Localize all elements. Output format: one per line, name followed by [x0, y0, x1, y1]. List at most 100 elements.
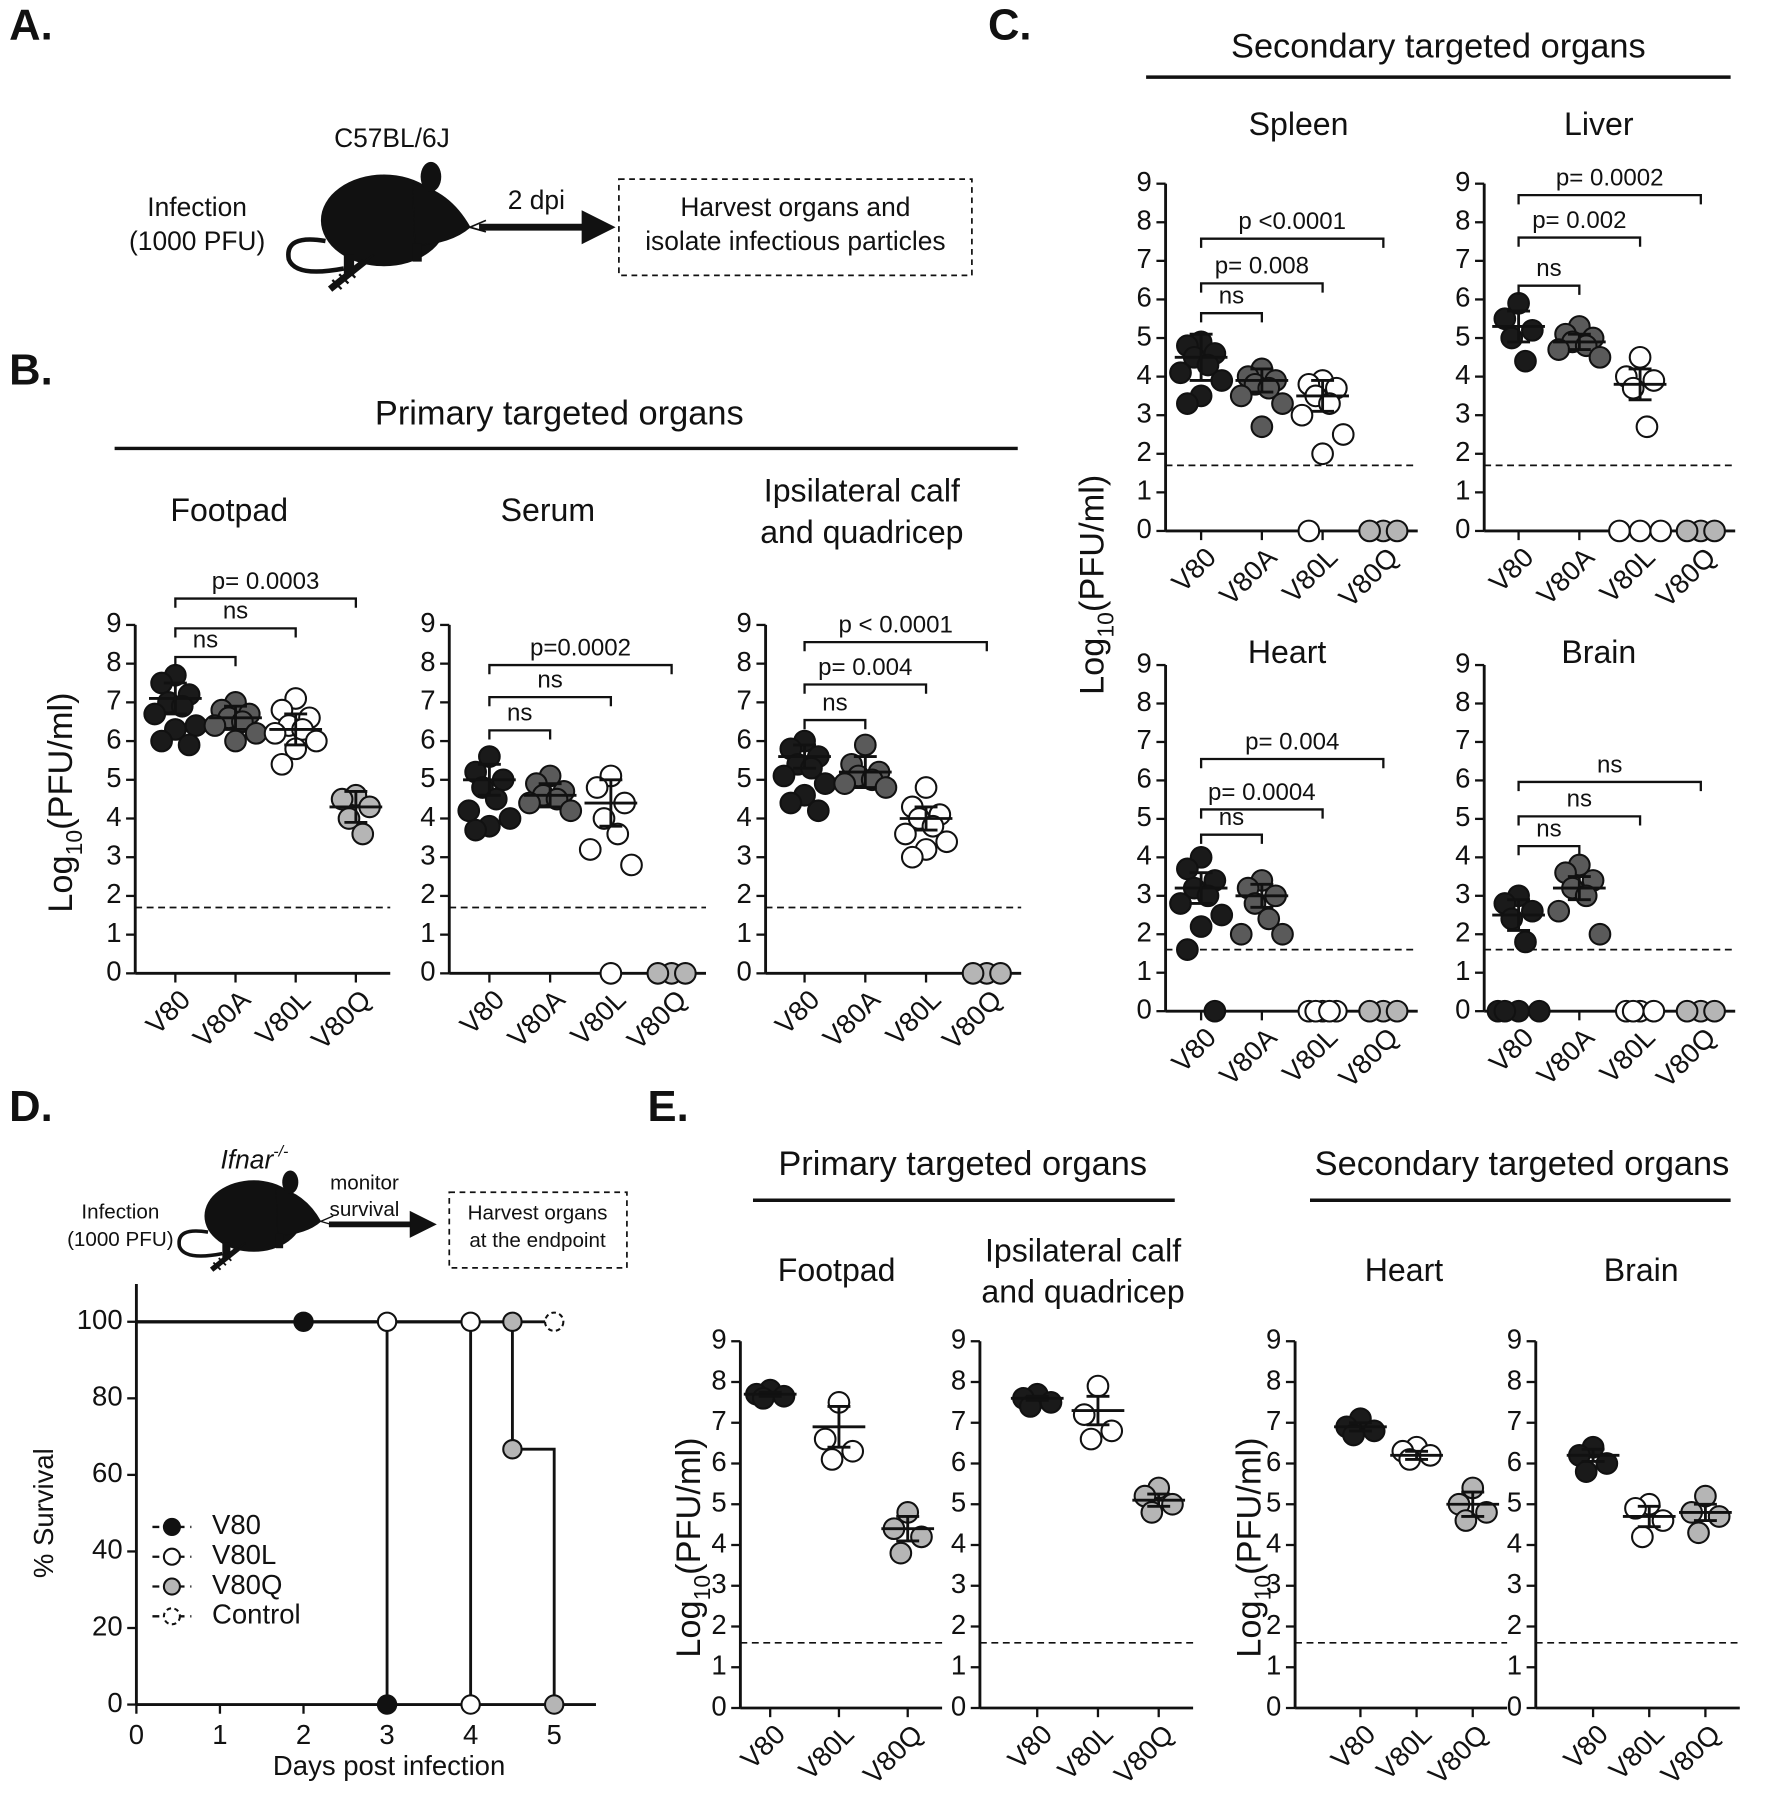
y-tick-label: 7 — [1455, 243, 1470, 274]
significance-bracket — [1517, 815, 1642, 826]
y-tick-label: 6 — [106, 723, 121, 754]
data-point — [606, 822, 630, 846]
x-tick-label: V80 — [1002, 1718, 1059, 1775]
chart-title: Footpad — [170, 492, 288, 528]
data-point — [1196, 884, 1220, 908]
y-tick-label: 1 — [1137, 955, 1152, 986]
x-tick-label: V80L — [1276, 1022, 1343, 1089]
y-tick-label: 9 — [106, 607, 121, 638]
legend-marker — [162, 1577, 181, 1596]
panel-label: B. — [9, 346, 53, 394]
strain-sup: -/- — [273, 1143, 288, 1161]
x-tick-label: 1 — [212, 1719, 227, 1750]
survival-marker — [376, 1694, 398, 1715]
data-point — [1385, 519, 1409, 543]
data-point — [518, 791, 541, 815]
y-tick-label: 3 — [951, 1568, 966, 1599]
y-tick-label: 5 — [1137, 320, 1152, 351]
y-tick-label: 5 — [711, 1487, 726, 1518]
data-point — [592, 807, 616, 830]
header: Primary targeted organs — [778, 1145, 1147, 1183]
y-tick-label: 3 — [420, 839, 435, 870]
significance-bracket — [1199, 757, 1385, 769]
data-point — [1189, 915, 1213, 938]
data-point — [1311, 442, 1334, 466]
survival-line — [136, 1320, 473, 1705]
data-point — [1514, 349, 1537, 373]
y-tick-label: 4 — [1455, 359, 1470, 390]
significance-bracket — [1517, 284, 1581, 295]
survival-marker — [502, 1311, 523, 1332]
significance-label: p= 0.004 — [1245, 728, 1339, 755]
data-point — [1675, 999, 1699, 1023]
survival-marker — [543, 1311, 565, 1332]
data-point — [1196, 353, 1220, 377]
data-point — [813, 772, 837, 796]
y-tick-label: 1 — [1507, 1650, 1522, 1681]
data-point — [1588, 345, 1612, 369]
y-tick-label: 5 — [951, 1487, 966, 1518]
box-text: Harvest organs and — [680, 192, 910, 222]
y-tick-label: 0 — [1137, 513, 1152, 544]
data-point — [1318, 392, 1341, 415]
y-axis-label: Log10(PFU/ml) — [1231, 1437, 1276, 1657]
y-tick-label: 2 — [106, 878, 121, 909]
x-tick-label: V80A — [1213, 541, 1283, 611]
data-point — [1628, 519, 1652, 543]
y-tick-label: 6 — [1266, 1446, 1281, 1477]
y-tick-label: 8 — [737, 646, 752, 677]
y-tick-label: 100 — [77, 1304, 123, 1335]
x-tick-label: V80A — [187, 983, 257, 1053]
data-point — [1588, 922, 1612, 946]
x-tick-label: V80A — [501, 983, 571, 1053]
data-point — [244, 721, 268, 745]
y-tick-label: 0 — [1137, 993, 1152, 1024]
legend-label: V80L — [212, 1539, 276, 1570]
data-point — [1635, 415, 1659, 439]
significance-bracket — [1517, 236, 1642, 247]
y-tick-label: 7 — [951, 1405, 966, 1436]
strain: C57BL/6J — [334, 123, 450, 153]
x-tick-label: V80L — [1276, 541, 1343, 608]
survival-line — [136, 1320, 556, 1705]
data-point — [1161, 1492, 1184, 1516]
significance-bracket — [1199, 808, 1324, 819]
data-point — [620, 853, 643, 877]
data-point — [1520, 318, 1544, 342]
y-tick-label: 6 — [1507, 1446, 1522, 1477]
data-point — [304, 729, 328, 753]
y-tick-label: 2 — [737, 878, 752, 909]
y-tick-label: 4 — [1137, 840, 1152, 871]
y-tick-label: 2 — [1266, 1609, 1281, 1640]
x-tick-label: V80L — [1594, 541, 1661, 608]
y-tick-label: 5 — [106, 762, 121, 793]
significance-bracket — [803, 640, 988, 652]
y-tick-label: 2 — [711, 1609, 726, 1640]
data-point — [1169, 361, 1192, 385]
x-tick-label: V80A — [1531, 1021, 1601, 1091]
data-point — [1176, 938, 1199, 961]
significance-bracket — [1517, 193, 1702, 205]
significance-bracket — [1517, 844, 1581, 856]
mouse-icon — [179, 1170, 333, 1269]
y-tick-label: 1 — [1455, 475, 1470, 506]
x-tick-label: V80L — [880, 984, 947, 1051]
significance-label: ns — [1567, 786, 1592, 813]
data-point — [1574, 1460, 1598, 1483]
significance-bracket — [488, 663, 673, 675]
y-tick-label: 2 — [420, 878, 435, 909]
survival-marker — [293, 1311, 314, 1332]
y-label-base: Log — [1074, 638, 1112, 695]
y-tick-label: 4 — [737, 801, 752, 832]
y-tick-label: 6 — [1455, 763, 1470, 794]
data-point — [646, 962, 670, 985]
y-tick-label: 3 — [1455, 878, 1470, 909]
y-tick-label: 7 — [420, 685, 435, 716]
y-tick-label: 1 — [737, 917, 752, 948]
data-point — [841, 1439, 865, 1463]
y-tick-label: 6 — [420, 723, 435, 754]
y-tick-label: 8 — [1266, 1364, 1281, 1395]
y-tick-label: 4 — [106, 801, 121, 832]
data-point — [1297, 519, 1321, 543]
data-point — [1514, 930, 1537, 954]
